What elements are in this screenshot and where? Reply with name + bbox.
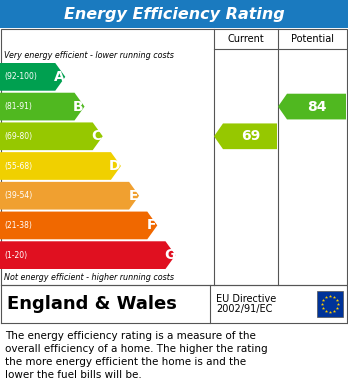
Text: G: G xyxy=(164,248,175,262)
Text: E: E xyxy=(128,189,138,203)
Text: EU Directive: EU Directive xyxy=(216,294,276,304)
Text: Very energy efficient - lower running costs: Very energy efficient - lower running co… xyxy=(4,52,174,61)
Polygon shape xyxy=(0,241,175,269)
Text: The energy efficiency rating is a measure of the: The energy efficiency rating is a measur… xyxy=(5,331,256,341)
Text: (92-100): (92-100) xyxy=(4,72,37,81)
Text: (55-68): (55-68) xyxy=(4,161,32,170)
Text: D: D xyxy=(109,159,121,173)
Text: (39-54): (39-54) xyxy=(4,191,32,200)
Text: the more energy efficient the home is and the: the more energy efficient the home is an… xyxy=(5,357,246,367)
Polygon shape xyxy=(0,122,103,150)
Text: (69-80): (69-80) xyxy=(4,132,32,141)
Text: (21-38): (21-38) xyxy=(4,221,32,230)
Polygon shape xyxy=(278,94,346,119)
Text: A: A xyxy=(54,70,65,84)
Polygon shape xyxy=(0,182,139,210)
Text: B: B xyxy=(73,100,84,113)
Text: 2002/91/EC: 2002/91/EC xyxy=(216,304,272,314)
Polygon shape xyxy=(0,63,65,91)
Text: overall efficiency of a home. The higher the rating: overall efficiency of a home. The higher… xyxy=(5,344,268,354)
Text: 69: 69 xyxy=(241,129,260,143)
Text: 84: 84 xyxy=(307,100,327,113)
Bar xyxy=(317,291,343,317)
Polygon shape xyxy=(0,212,157,239)
Text: Not energy efficient - higher running costs: Not energy efficient - higher running co… xyxy=(4,273,174,283)
Text: F: F xyxy=(147,219,156,232)
Text: Potential: Potential xyxy=(291,34,334,44)
Text: Energy Efficiency Rating: Energy Efficiency Rating xyxy=(64,7,284,22)
Text: Current: Current xyxy=(228,34,264,44)
Polygon shape xyxy=(0,93,85,120)
Text: England & Wales: England & Wales xyxy=(7,295,177,313)
Text: C: C xyxy=(92,129,102,143)
Text: (81-91): (81-91) xyxy=(4,102,32,111)
Text: (1-20): (1-20) xyxy=(4,251,27,260)
Polygon shape xyxy=(0,152,121,180)
Text: lower the fuel bills will be.: lower the fuel bills will be. xyxy=(5,370,142,380)
Bar xyxy=(0,0,348,28)
Polygon shape xyxy=(214,124,277,149)
Bar xyxy=(1,29,347,285)
